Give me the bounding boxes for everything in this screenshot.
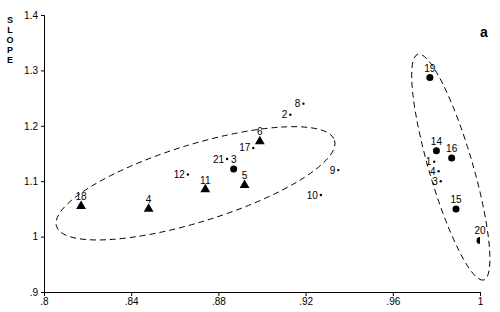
y-tick: 1.4 [24, 10, 44, 21]
point-label: 3 [231, 154, 237, 165]
cluster-outlines [45, 48, 500, 286]
point-label: 15 [450, 194, 462, 205]
point [426, 74, 433, 81]
x-tick-label: .92 [299, 296, 313, 307]
point-label: 18 [75, 191, 87, 202]
point-label: 2 [282, 109, 288, 120]
y-tick-label: .9 [30, 287, 39, 298]
point-label: 17 [239, 142, 251, 153]
point [320, 194, 322, 196]
point-label: 19 [424, 63, 436, 74]
point-label: 14 [431, 136, 443, 147]
point [453, 205, 460, 212]
y-tick: 1.1 [24, 176, 44, 187]
point [433, 147, 440, 154]
x-axis-line [45, 293, 481, 297]
point [289, 114, 291, 116]
y-tick-label: 1.2 [24, 121, 38, 132]
point-label: 20 [474, 225, 486, 236]
y-tick: 1 [32, 231, 44, 242]
point [230, 166, 237, 173]
y-tick: .9 [30, 287, 44, 298]
point [187, 173, 189, 175]
point-label: 10 [307, 190, 319, 201]
x-axis: .8 .84 .88 .92 .96 1 [40, 292, 483, 307]
point-labels: 18411563191416152012211728910143 [75, 63, 486, 237]
y-axis-line [41, 16, 45, 293]
y-tick-mark [41, 181, 44, 182]
y-tick-mark [41, 15, 44, 16]
point-label: 3 [432, 176, 438, 187]
point-label: 6 [257, 126, 263, 137]
y-tick-mark [41, 126, 44, 127]
point [477, 237, 481, 244]
y-tick-label: 1 [32, 231, 38, 242]
chart: .8 .84 .88 .92 .96 1 .9 1 1.1 1.2 1.3 1.4 SLOPE a 18 4 1… [0, 0, 500, 312]
y-tick-label: 1.1 [24, 176, 38, 187]
point-label: 16 [446, 143, 458, 154]
x-tick: .92 [299, 292, 313, 307]
cluster-outline [397, 48, 500, 286]
x-tick: .84 [125, 292, 139, 307]
x-tick: .8 [40, 292, 49, 307]
points [76, 74, 480, 244]
point-label: 11 [200, 175, 211, 186]
y-tick-mark [41, 292, 44, 293]
panel-label: a [480, 24, 488, 40]
x-tick: .88 [212, 292, 226, 307]
y-tick-label: 1.3 [24, 65, 38, 76]
point-label: 12 [174, 169, 186, 180]
point-label: 5 [242, 170, 248, 181]
y-tick: 1.2 [24, 121, 44, 132]
y-tick: 1.3 [24, 65, 44, 76]
x-tick: 1 [478, 292, 484, 307]
y-tick-label: 1.4 [24, 10, 38, 21]
point-label: 21 [213, 154, 225, 165]
y-tick-mark [41, 70, 44, 71]
x-tick-label: .88 [212, 296, 226, 307]
point [448, 154, 455, 161]
x-tick-label: .8 [40, 296, 49, 307]
y-axis: .9 1 1.1 1.2 1.3 1.4 [24, 10, 44, 298]
point [302, 102, 304, 104]
point [440, 180, 442, 182]
point-label: 8 [295, 98, 301, 109]
point [252, 147, 254, 149]
x-tick-label: 1 [478, 296, 484, 307]
point [433, 161, 435, 163]
point [337, 169, 339, 171]
point-label: 4 [146, 194, 152, 205]
x-tick-label: .96 [386, 296, 400, 307]
x-tick-label: .84 [125, 296, 139, 307]
y-tick-mark [41, 237, 44, 238]
cluster-outline [45, 103, 346, 263]
point [437, 170, 439, 172]
point [226, 158, 228, 160]
y-axis-title: SLOPE [6, 15, 13, 65]
x-tick: .96 [386, 292, 400, 307]
point-label: 9 [330, 165, 336, 176]
